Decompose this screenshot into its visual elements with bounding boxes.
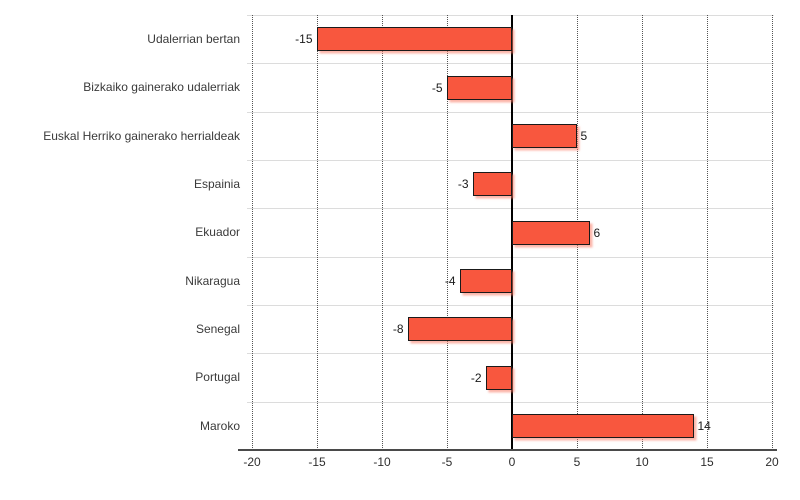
row-separator	[247, 208, 774, 209]
row-separator	[247, 257, 774, 258]
row-separator	[247, 15, 774, 16]
x-axis-line	[238, 449, 777, 451]
gridline	[252, 15, 253, 450]
x-tick-label: 20	[765, 455, 779, 469]
bar	[511, 413, 694, 438]
category-label: Maroko	[199, 418, 240, 433]
gridline	[447, 15, 448, 450]
bar-value-label: -5	[431, 80, 443, 95]
bar	[407, 317, 512, 342]
bar-value-label: 6	[593, 225, 601, 240]
bar-value-label: -8	[392, 322, 404, 337]
category-label: Nikaragua	[185, 273, 240, 288]
row-separator	[247, 63, 774, 64]
bar-value-label: 5	[580, 128, 588, 143]
bar	[511, 123, 577, 148]
gridline	[707, 15, 708, 450]
row-separator	[247, 112, 774, 113]
row-separator	[247, 305, 774, 306]
x-tick-label: 10	[635, 455, 649, 469]
x-tick-label: 5	[573, 455, 581, 469]
category-label: Bizkaiko gainerako udalerriak	[83, 80, 240, 95]
category-label: Udalerrian bertan	[147, 32, 240, 46]
x-tick-label: -10	[373, 455, 391, 469]
category-label: Espainia	[193, 177, 240, 191]
bar	[459, 268, 512, 293]
bar	[511, 220, 590, 245]
bar	[316, 27, 512, 52]
x-tick-label: 15	[700, 455, 714, 469]
bar-value-label: -3	[457, 177, 469, 192]
x-tick-label: -15	[308, 455, 326, 469]
x-tick-label: -5	[441, 455, 453, 469]
category-label: Portugal	[195, 370, 240, 385]
x-tick-label: -20	[243, 455, 261, 469]
bar-value-label: 14	[697, 418, 711, 433]
gridline	[642, 15, 643, 450]
gridline	[772, 15, 773, 450]
bar-value-label: -15	[295, 32, 313, 47]
x-tick-label: 0	[508, 455, 516, 469]
bar	[472, 172, 512, 197]
category-label: Euskal Herriko gainerako herrialdeak	[43, 128, 240, 143]
gridline	[317, 15, 318, 450]
bar-value-label: -4	[444, 273, 456, 288]
row-separator	[247, 402, 774, 403]
category-label: Senegal	[195, 322, 240, 336]
bar	[446, 75, 512, 100]
bar	[485, 365, 512, 390]
row-separator	[247, 160, 774, 161]
bar-value-label: -2	[470, 370, 482, 385]
row-separator	[247, 353, 774, 354]
category-label: Ekuador	[195, 225, 240, 240]
gridline	[382, 15, 383, 450]
